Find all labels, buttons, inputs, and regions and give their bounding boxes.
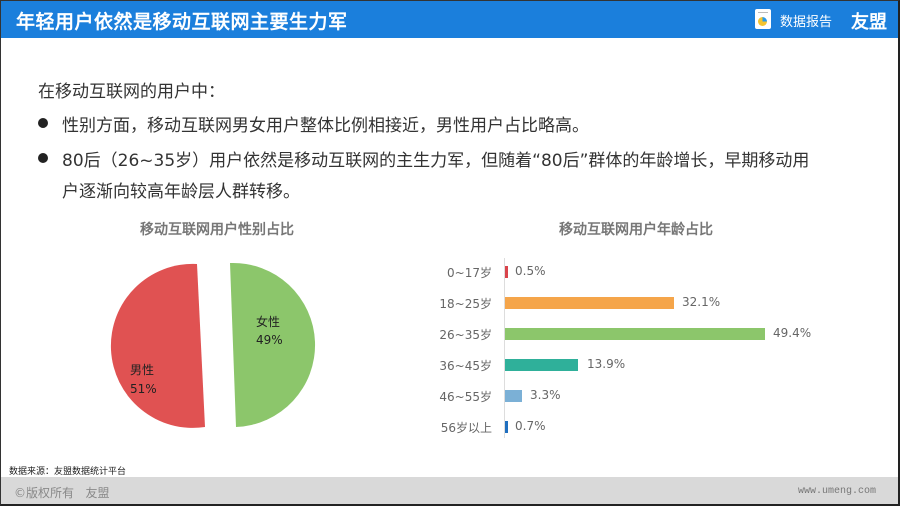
bullet-age-continuation: 户逐渐向较高年龄层人群转移。 — [62, 182, 300, 202]
bar-chart-title: 移动互联网用户年龄占比 — [559, 222, 713, 238]
pie-slice-male — [110, 263, 205, 428]
pie-value-female: 49% — [256, 333, 283, 347]
intro-text: 在移动互联网的用户中： — [38, 82, 225, 102]
bar — [505, 421, 508, 433]
pie-chart-title: 移动互联网用户性别占比 — [140, 222, 294, 238]
website-link[interactable]: www.umeng.com — [798, 486, 877, 497]
brand-logo: 友盟 — [851, 12, 887, 33]
bar-axis-line — [504, 258, 505, 438]
copyright-text: ©版权所有 友盟 — [14, 486, 110, 500]
report-document-icon — [755, 9, 771, 29]
pie-label-female: 女性 — [256, 315, 281, 329]
page-title: 年轻用户依然是移动互联网主要生力军 — [16, 11, 348, 33]
report-label: 数据报告 — [780, 15, 833, 30]
pie-label-male: 男性 — [130, 363, 155, 377]
bar — [505, 328, 765, 340]
gender-pie-chart — [110, 262, 316, 428]
bar — [505, 297, 674, 309]
bar — [505, 390, 522, 402]
bullet-dot-icon — [38, 118, 48, 128]
pie-slice-female — [230, 262, 316, 427]
data-source: 数据来源：友盟数据统计平台 — [9, 467, 127, 477]
header-bar: 年轻用户依然是移动互联网主要生力军 数据报告 友盟 — [0, 0, 900, 38]
bar — [505, 359, 578, 371]
footer-bar: ©版权所有 友盟 www.umeng.com — [0, 477, 900, 506]
bar — [505, 266, 508, 278]
bullet-dot-icon — [38, 153, 48, 163]
pie-value-male: 51% — [130, 382, 157, 396]
